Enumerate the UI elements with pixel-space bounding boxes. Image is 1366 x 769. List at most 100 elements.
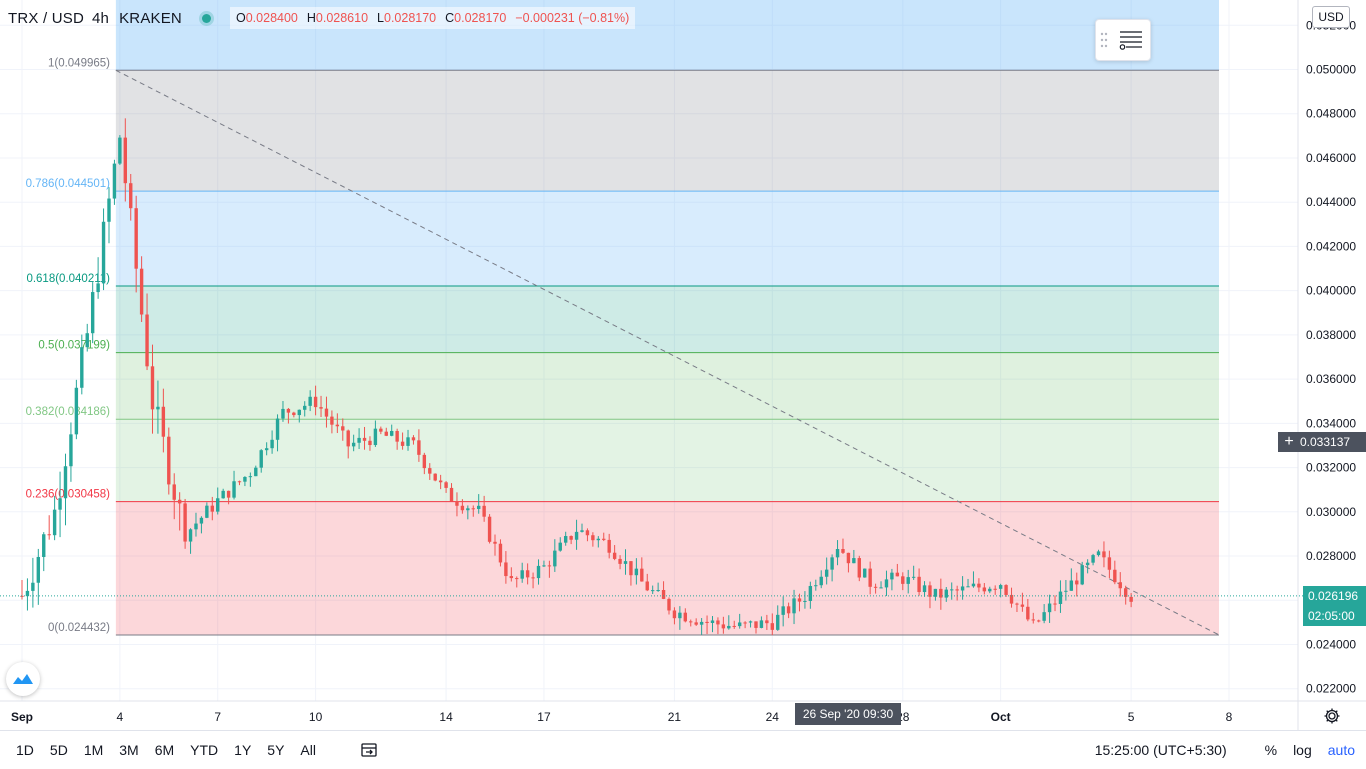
candle	[395, 428, 399, 450]
candle-body	[531, 577, 535, 579]
range-1y[interactable]: 1Y	[234, 742, 252, 758]
range-6m[interactable]: 6M	[154, 742, 175, 758]
interval-label[interactable]: 4h	[91, 9, 110, 27]
candle-body	[803, 600, 807, 602]
range-ytd[interactable]: YTD	[190, 742, 219, 758]
candle	[80, 334, 84, 395]
candle	[531, 572, 535, 589]
currency-button[interactable]: USD	[1312, 6, 1350, 28]
candle-body	[264, 448, 269, 451]
time-tick-label: 10	[309, 710, 323, 724]
candle-body	[786, 606, 791, 614]
gear-icon[interactable]	[1322, 706, 1342, 726]
candle	[515, 576, 519, 588]
candle	[232, 470, 236, 500]
candle-body	[748, 621, 753, 623]
candle-body	[292, 412, 296, 416]
candle-body	[765, 620, 769, 624]
candle-body	[574, 531, 579, 540]
candle-body	[281, 408, 285, 419]
candle-body	[384, 431, 388, 436]
candle-body	[868, 568, 872, 587]
candle	[390, 424, 394, 437]
candle-body	[939, 588, 943, 598]
candle-body	[493, 541, 497, 544]
candle	[835, 540, 840, 566]
candle-body	[52, 509, 57, 536]
candle	[335, 413, 340, 434]
percent-scale-toggle[interactable]: %	[1264, 742, 1278, 758]
candle	[705, 615, 709, 635]
range-5d[interactable]: 5D	[49, 742, 68, 758]
candle-body	[591, 535, 595, 541]
candle-body	[498, 543, 503, 563]
date-range-icon[interactable]	[360, 741, 378, 759]
price-tick-label: 0.050000	[1306, 63, 1356, 77]
price-tick-label: 0.030000	[1306, 505, 1356, 519]
time-tick-label: 7	[214, 710, 221, 724]
candle-body	[824, 569, 829, 577]
candle-body	[221, 490, 225, 499]
candle	[243, 476, 247, 487]
candle-body	[395, 430, 399, 442]
range-3m[interactable]: 3M	[119, 742, 139, 758]
auto-scale-toggle[interactable]: auto	[1327, 742, 1355, 758]
candle	[351, 434, 356, 452]
candle-body	[199, 517, 204, 524]
candle-body	[36, 556, 41, 583]
timezone-clock[interactable]: 15:25:00 (UTC+5:30)	[1094, 742, 1227, 758]
candle-body	[1069, 580, 1074, 591]
candle	[781, 596, 785, 627]
candle	[221, 488, 225, 499]
candle	[911, 565, 916, 580]
candle	[205, 502, 209, 519]
candle	[319, 395, 323, 418]
candle	[460, 499, 465, 514]
candle-body	[123, 137, 128, 184]
log-scale-toggle[interactable]: log	[1293, 742, 1312, 758]
candle-body	[922, 585, 927, 593]
candle	[656, 582, 660, 592]
candle-body	[330, 416, 334, 425]
candle	[574, 519, 579, 550]
candle	[525, 563, 530, 585]
candle	[172, 473, 176, 520]
candle	[406, 429, 410, 451]
range-all[interactable]: All	[300, 742, 316, 758]
range-1m[interactable]: 1M	[83, 742, 104, 758]
candle	[107, 187, 111, 244]
drawing-settings-button[interactable]	[1095, 19, 1151, 61]
candle-body	[852, 558, 856, 564]
candle	[297, 409, 301, 423]
bottom-toolbar: 1D 5D 1M 3M 6M YTD 1Y 5Y All 15:25:00 (U…	[0, 730, 1366, 769]
symbol-name[interactable]: TRX / USD	[8, 9, 84, 27]
add-icon[interactable]: +	[1284, 433, 1294, 450]
candle-body	[1042, 612, 1046, 621]
candle-body	[661, 590, 666, 599]
candle-body	[417, 440, 421, 455]
candle-body	[689, 621, 693, 623]
candle	[281, 401, 285, 422]
candle-body	[1031, 619, 1035, 621]
candle	[797, 593, 802, 612]
candle	[509, 567, 514, 582]
tradingview-logo[interactable]	[6, 662, 40, 696]
candle-body	[42, 534, 46, 557]
candle-body	[1004, 585, 1008, 595]
candle	[444, 480, 448, 493]
candle	[74, 379, 79, 440]
candle	[1096, 549, 1101, 557]
candle	[118, 135, 122, 165]
range-1d[interactable]: 1D	[16, 742, 34, 758]
candle-body	[819, 576, 823, 586]
candle-body	[411, 437, 416, 441]
candle-body	[612, 552, 617, 559]
candle-body	[487, 516, 492, 542]
candle	[411, 435, 416, 445]
candle-body	[977, 583, 981, 588]
candle	[933, 588, 938, 601]
range-5y[interactable]: 5Y	[267, 742, 285, 758]
candle	[939, 578, 943, 610]
candle-body	[194, 523, 198, 530]
